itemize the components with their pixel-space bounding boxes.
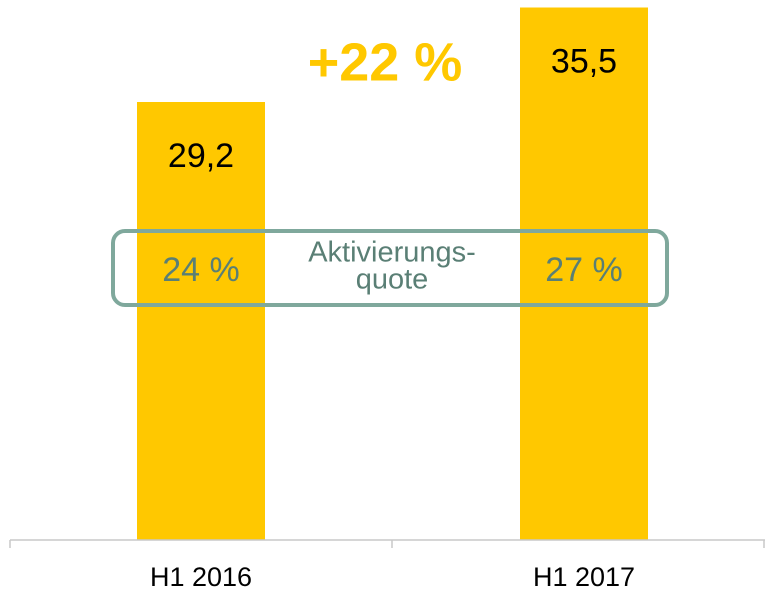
ratio-label: Aktivierungs- xyxy=(308,237,476,269)
ratio-value: 27 % xyxy=(545,251,623,289)
ratio-box xyxy=(111,229,669,307)
bars xyxy=(137,7,648,540)
x-tick-label: H1 2016 xyxy=(150,562,252,589)
x-tick-label: H1 2017 xyxy=(533,562,635,589)
ratio-value: 24 % xyxy=(162,251,240,289)
growth-annotation: +22 % xyxy=(308,32,463,92)
bar xyxy=(137,102,265,540)
value-label: 35,5 xyxy=(551,42,617,80)
bar xyxy=(520,7,648,540)
ratio-label: quote xyxy=(356,264,429,296)
value-label: 29,2 xyxy=(168,137,234,175)
